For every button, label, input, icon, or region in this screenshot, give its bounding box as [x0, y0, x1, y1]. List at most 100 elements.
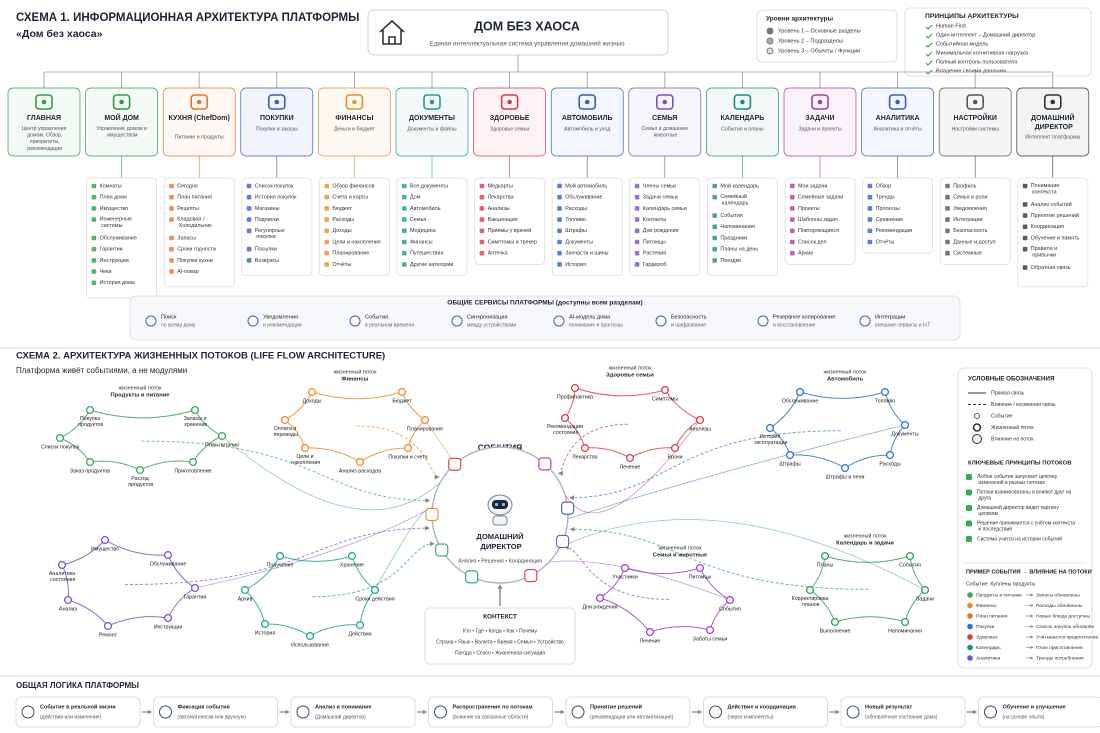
module-icon-dot	[352, 99, 357, 105]
module-item: Список дел	[798, 239, 827, 245]
item-icon	[91, 194, 97, 200]
text-line: Управление домом и	[96, 126, 147, 132]
logic-step-desc: (на основе опыта)	[1003, 714, 1045, 720]
text-line: контекста	[1031, 190, 1057, 196]
text-line: История	[760, 434, 781, 440]
items-box	[396, 177, 468, 276]
flow-title: Финансы	[342, 377, 369, 383]
module-icon-dot	[429, 99, 435, 105]
flow-node	[355, 620, 365, 630]
flow-node	[260, 619, 270, 629]
logic-step-name: Распространение по потокам	[453, 704, 533, 710]
module-title: НАСТРОЙКИ	[953, 113, 996, 122]
module-item: Регулярные покупки	[255, 228, 285, 240]
legend-symbol	[972, 434, 982, 444]
logic-step	[15, 696, 141, 728]
module-item: История	[565, 262, 586, 268]
module-box	[1016, 87, 1090, 157]
module-item: Чеки	[100, 269, 112, 275]
services-title: ОБЩИЕ СЕРВИСЫ ПЛАТФОРМЫ (доступны всем р…	[447, 300, 642, 307]
flow-node	[625, 453, 635, 463]
flow-node-label: Профилактика	[557, 394, 593, 400]
module-box	[706, 87, 779, 157]
home-icon	[379, 19, 405, 45]
module-item: Комнаты	[100, 183, 122, 189]
module-item: Документы	[565, 239, 593, 245]
module-icon	[655, 94, 674, 110]
legend-title: УСЛОВНЫЕ ОБОЗНАЧЕНИЯ	[968, 376, 1055, 383]
flow-node-label: Хранение	[340, 562, 364, 568]
principles-box	[904, 7, 1092, 77]
module-item: Аптечка	[488, 251, 508, 257]
logic-step	[428, 696, 553, 728]
item-icon	[324, 239, 329, 245]
service-icon	[145, 315, 157, 327]
flow-node	[830, 617, 840, 627]
flow-node-label: Лечение	[620, 464, 641, 470]
logic-step-name: Обучение и улучшение	[1003, 703, 1066, 710]
module-item: Мой календарь	[720, 182, 759, 189]
flow-node	[300, 443, 310, 453]
example-dot	[967, 602, 973, 609]
service-desc: внешние сервисы и IoT	[875, 322, 930, 328]
module-title: ЗАДАЧИ	[805, 115, 834, 122]
text-line: привычки	[1031, 253, 1056, 259]
module-item: Анализы	[488, 206, 510, 212]
item-icon	[790, 239, 795, 245]
module-item: Сравнение	[876, 217, 904, 223]
text-line: Решение принимается с учётом контекста	[977, 521, 1075, 527]
text-line: Кладовая /	[177, 217, 205, 223]
text-line: Расход	[131, 476, 148, 482]
flow-node-label: История эксплуатации	[753, 434, 788, 446]
logic-step-name: Новый результат	[865, 703, 912, 710]
item-icon	[402, 183, 407, 189]
item-icon	[790, 250, 795, 256]
text-line: покупки	[255, 235, 276, 241]
flow-node-label: Выполнение	[820, 628, 851, 634]
item-icon	[91, 206, 97, 211]
module-item: Контакты	[643, 217, 666, 223]
item-icon	[557, 217, 562, 222]
service-name: Интеграции	[875, 314, 905, 320]
flow-node-label: Питомцы	[689, 574, 712, 580]
item-icon	[945, 228, 950, 234]
item-icon	[246, 246, 252, 252]
module-item: Посылки	[255, 247, 277, 253]
items-box	[1017, 177, 1089, 288]
module-desc: Настройки системы	[951, 125, 999, 132]
item-icon	[91, 280, 97, 286]
module-item: Планы на день	[720, 247, 758, 253]
flow-node-label: План питания	[205, 442, 239, 448]
service-icon	[349, 315, 361, 327]
flow-node-label: События	[899, 562, 921, 568]
module-item: Симптомы и трекер	[488, 239, 537, 245]
level-dot	[766, 47, 774, 55]
flow-node	[900, 617, 910, 627]
item-icon	[945, 239, 950, 245]
module-item: Штрафы	[565, 228, 587, 234]
flow-node	[785, 450, 795, 460]
item-icon	[557, 183, 562, 189]
module-title: ДОКУМЕНТЫ	[409, 115, 455, 122]
module-icon	[112, 94, 131, 110]
items-box	[862, 177, 933, 254]
director-title: ДОМАШНИЙ ДИРЕКТОР	[476, 532, 523, 551]
flow-link	[567, 424, 906, 520]
flow-node	[163, 550, 173, 560]
text-line: Семейный	[720, 194, 746, 201]
module-icon-dot	[584, 99, 590, 105]
logic-icon	[296, 705, 310, 719]
example-to: Учитывается предпочтение	[1036, 634, 1099, 640]
module-icon-dot	[817, 99, 823, 105]
item-icon	[169, 235, 174, 241]
example-to: План приготовления	[1036, 645, 1083, 651]
logic-step-name: Анализ и понимание	[315, 704, 372, 710]
check-box	[966, 474, 972, 480]
example-from: Покупки	[976, 624, 995, 630]
module-box	[550, 87, 624, 157]
item-icon	[402, 194, 407, 200]
items-box	[551, 177, 623, 276]
module-item: История дома	[100, 280, 135, 286]
flow-title: Календарь и задачи	[836, 541, 894, 547]
flow-node-label: Участники	[612, 574, 637, 580]
